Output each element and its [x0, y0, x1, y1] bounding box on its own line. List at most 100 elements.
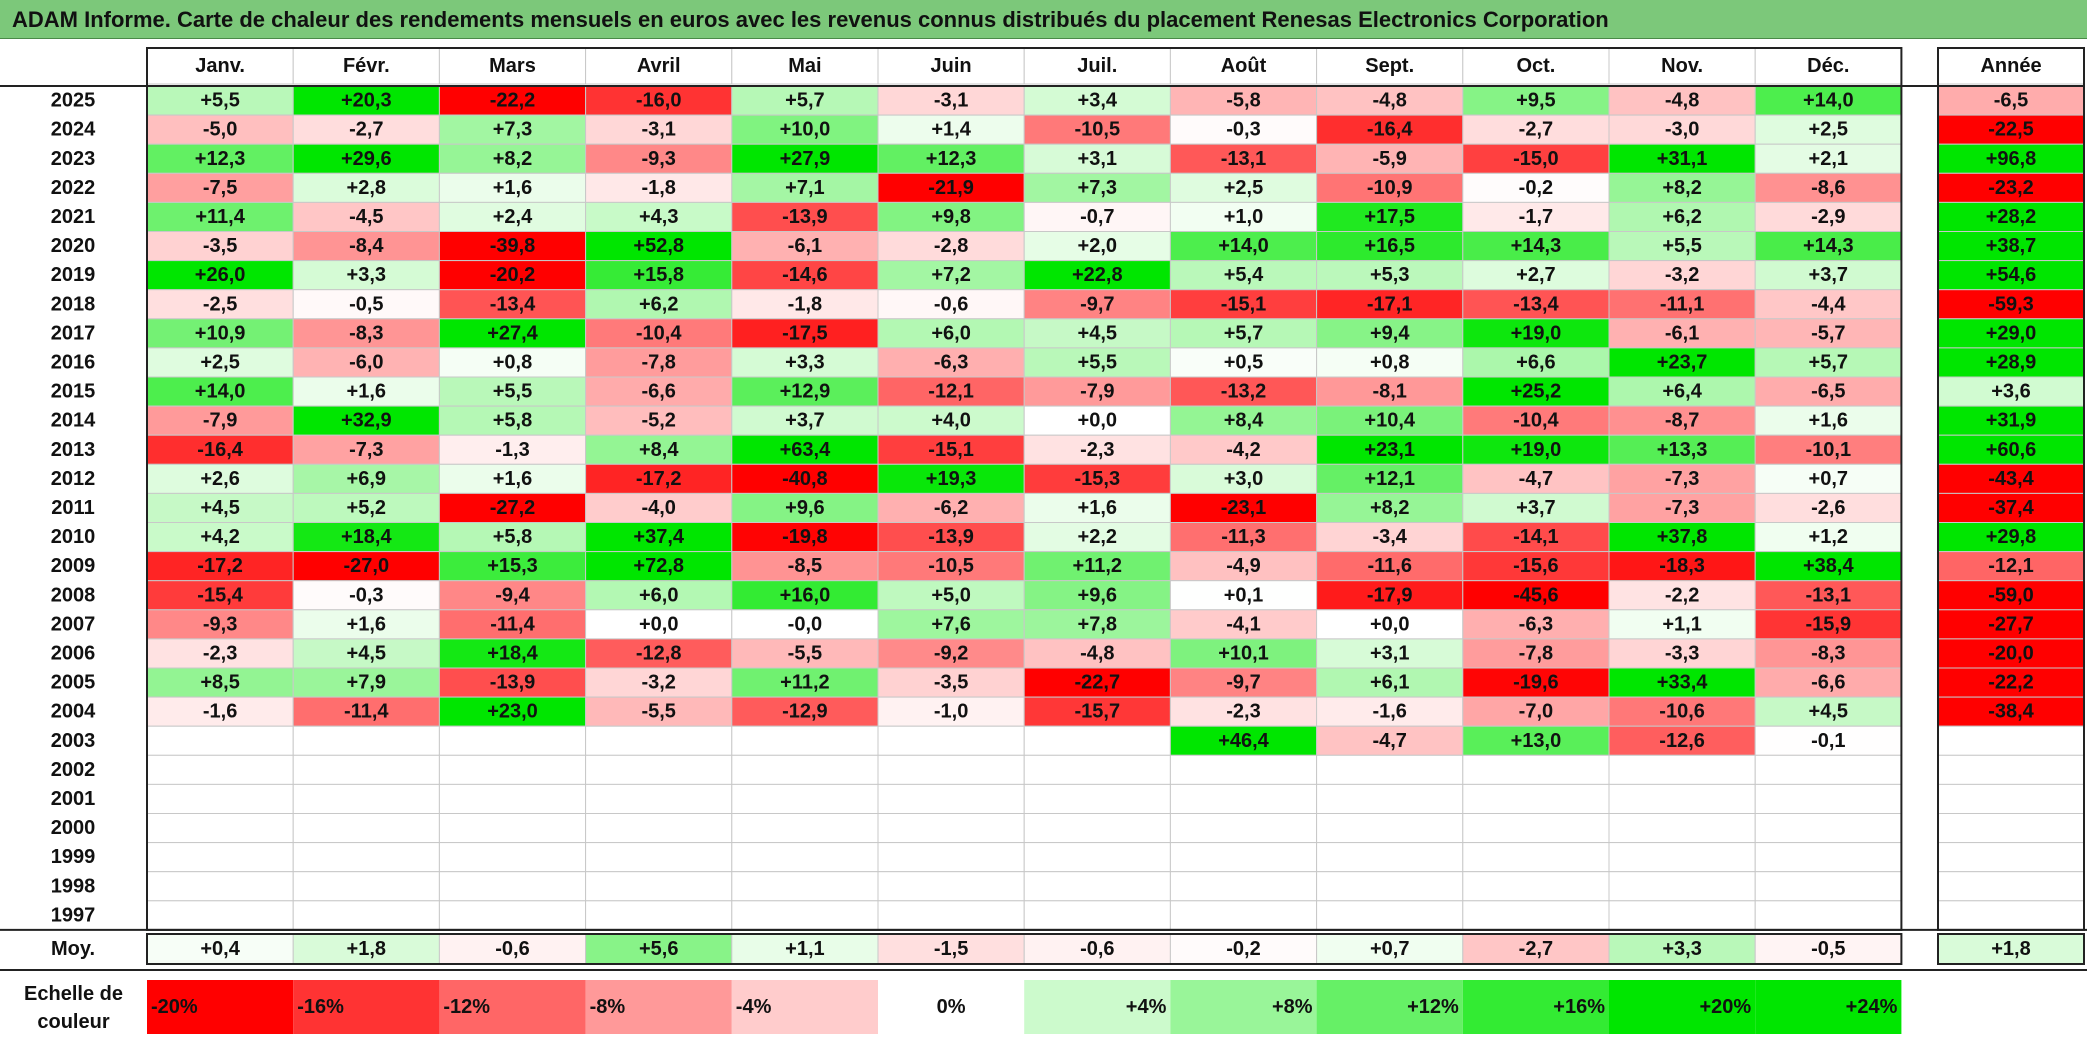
cell-value: -0,2: [1519, 177, 1553, 199]
heatmap-cell: [1754, 347, 1902, 378]
cell-value: +1,2: [1809, 526, 1848, 548]
heatmap-cell: [292, 667, 440, 698]
cell-value: +1,6: [493, 468, 532, 490]
annual-cell: [1937, 172, 2085, 203]
cell-value: +7,8: [1078, 613, 1117, 635]
heatmap-cell: [1608, 667, 1756, 698]
year-label: 2004: [51, 701, 96, 723]
cell-value: -11,6: [1367, 555, 1411, 577]
heatmap-cell: [438, 842, 587, 873]
cell-value: +31,1: [1657, 148, 1708, 170]
cell-value: +0,5: [1224, 351, 1263, 373]
cell-value: -9,4: [495, 584, 530, 606]
heatmap-cell: [438, 289, 587, 320]
heatmap-cell: [1169, 667, 1318, 698]
cell-value: -3,2: [641, 672, 675, 694]
annual-value: +28,9: [1986, 351, 2037, 373]
average-cell: [1462, 933, 1610, 965]
cell-value: -16,0: [636, 90, 682, 112]
heatmap-cell: [292, 463, 440, 494]
cell-value: +19,0: [1511, 439, 1562, 461]
cell-value: -14,1: [1513, 526, 1559, 548]
heatmap-cell: [438, 114, 587, 145]
cell-value: +2,1: [1809, 148, 1848, 170]
heatmap-cell: [731, 201, 879, 232]
cell-value: -3,4: [1372, 526, 1407, 548]
heatmap-cell: [1608, 871, 1756, 902]
heatmap-cell: [146, 754, 294, 785]
heatmap-cell: [1316, 551, 1464, 582]
annual-value: -59,0: [1988, 584, 2034, 606]
cell-value: +2,2: [1078, 526, 1117, 548]
cell-value: +15,8: [633, 264, 684, 286]
cell-value: -1,8: [788, 293, 822, 315]
heatmap-cell: [1023, 463, 1171, 494]
heatmap-cell: [146, 143, 294, 174]
cell-value: +32,9: [341, 410, 392, 432]
cell-value: -2,3: [1226, 701, 1260, 723]
heatmap-cell: [438, 667, 587, 698]
heatmap-cell: [1608, 492, 1756, 523]
heatmap-cell: [1316, 696, 1464, 727]
cell-value: +7,1: [785, 177, 824, 199]
heatmap-cell: [146, 871, 294, 902]
heatmap-cell: [1023, 783, 1171, 815]
annual-cell: [1937, 725, 2085, 756]
heatmap-cell: [1608, 900, 1756, 931]
annual-value: -22,5: [1988, 119, 2034, 141]
average-value: -0,6: [1080, 938, 1114, 960]
heatmap-cell: [146, 783, 294, 815]
heatmap-cell: [292, 492, 440, 523]
cell-value: -39,8: [490, 235, 536, 257]
cell-value: +18,4: [487, 642, 538, 664]
heatmap-cell: [1023, 842, 1171, 873]
average-value: -0,2: [1226, 938, 1260, 960]
heatmap-cell: [877, 318, 1025, 349]
heatmap-cell: [1462, 434, 1610, 465]
cell-value: -18,3: [1659, 555, 1705, 577]
heatmap-cell: [1169, 231, 1318, 262]
annual-cell: [1937, 900, 2085, 931]
heatmap-cell: [731, 754, 879, 785]
heatmap-cell: [1023, 347, 1171, 378]
cell-value: -19,8: [782, 526, 828, 548]
cell-value: -8,3: [349, 322, 383, 344]
cell-value: +0,8: [1370, 351, 1409, 373]
annual-cell: [1937, 696, 2085, 727]
cell-value: -2,9: [1811, 206, 1845, 228]
heatmap-cell: [1754, 609, 1902, 640]
month-header-label: Avril: [637, 55, 681, 77]
cell-value: +10,1: [1218, 642, 1269, 664]
cell-value: -13,1: [1221, 148, 1267, 170]
cell-value: -5,5: [788, 642, 822, 664]
heatmap-cell: [1608, 143, 1756, 174]
legend-label: +24%: [1846, 996, 1898, 1018]
cell-value: -7,3: [1665, 468, 1699, 490]
cell-value: -15,9: [1806, 613, 1852, 635]
year-label: 2025: [51, 90, 96, 112]
annual-value: -27,7: [1988, 613, 2034, 635]
cell-value: +2,6: [200, 468, 239, 490]
cell-value: -45,6: [1513, 584, 1559, 606]
heatmap-cell: [877, 347, 1025, 378]
legend-swatch: [293, 980, 440, 1034]
cell-value: +8,2: [493, 148, 532, 170]
annual-value: -43,4: [1988, 468, 2034, 490]
month-header-cell: [1608, 47, 1756, 85]
legend-label: +4%: [1126, 996, 1167, 1018]
cell-value: -6,6: [641, 381, 675, 403]
heatmap-cell: [1316, 318, 1464, 349]
year-label: 2009: [51, 555, 96, 577]
heatmap-cell: [1462, 638, 1610, 669]
cell-value: +14,3: [1803, 235, 1854, 257]
annual-cell: [1937, 783, 2085, 815]
year-label: 2003: [51, 730, 96, 752]
cell-value: +63,4: [780, 439, 831, 461]
heatmap-cell: [438, 231, 587, 262]
heatmap-cell: [1169, 551, 1318, 582]
heatmap-cell: [585, 376, 733, 407]
cell-value: +7,2: [931, 264, 970, 286]
cell-value: +20,3: [341, 90, 392, 112]
cell-value: -4,2: [1226, 439, 1260, 461]
heatmap-cell: [1462, 463, 1610, 494]
